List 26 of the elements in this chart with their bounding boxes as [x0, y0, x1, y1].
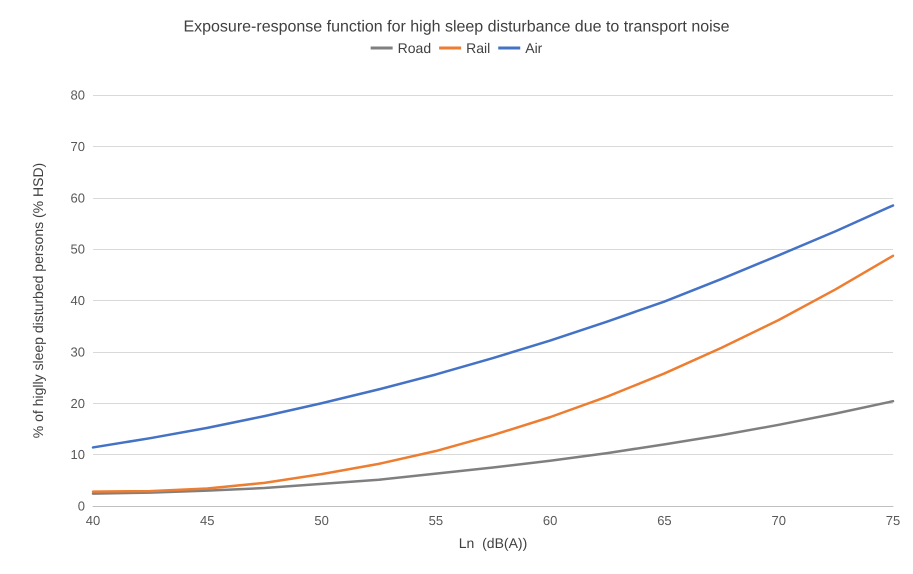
- y-tick-label: 50: [70, 242, 85, 257]
- line-series: [92, 400, 894, 495]
- x-axis-title: Ln (dB(A)): [458, 535, 528, 551]
- chart-title: Exposure-response function for high sleep disturbance due to transport noise: [183, 18, 730, 36]
- x-tick-label: 40: [86, 513, 100, 528]
- y-tick-label: 30: [70, 344, 85, 360]
- y-tick-label: 80: [70, 88, 85, 102]
- x-tick-label: 45: [200, 513, 215, 528]
- y-tick-label: 20: [70, 396, 85, 411]
- x-tick-label: 75: [886, 513, 900, 528]
- legend-label: Road: [398, 40, 432, 56]
- x-tick-label: 60: [542, 513, 558, 528]
- legend-label: Rail: [466, 40, 490, 56]
- x-tick-label: 50: [314, 513, 329, 528]
- y-tick-label: 60: [70, 190, 85, 206]
- y-tick-label: 70: [70, 138, 85, 154]
- y-axis-title: % of higlly sleep disturbed persons (% HSD): [30, 162, 46, 438]
- line-series: [92, 254, 894, 493]
- y-tick-label: 10: [70, 447, 85, 462]
- x-tick-label: 65: [657, 513, 672, 528]
- x-tick-label: 70: [771, 513, 786, 528]
- line-series: [92, 204, 894, 449]
- x-tick-label: 55: [428, 513, 444, 528]
- y-tick-label: 40: [70, 293, 85, 308]
- y-tick-label: 0: [78, 498, 85, 514]
- legend-label: Air: [525, 40, 543, 56]
